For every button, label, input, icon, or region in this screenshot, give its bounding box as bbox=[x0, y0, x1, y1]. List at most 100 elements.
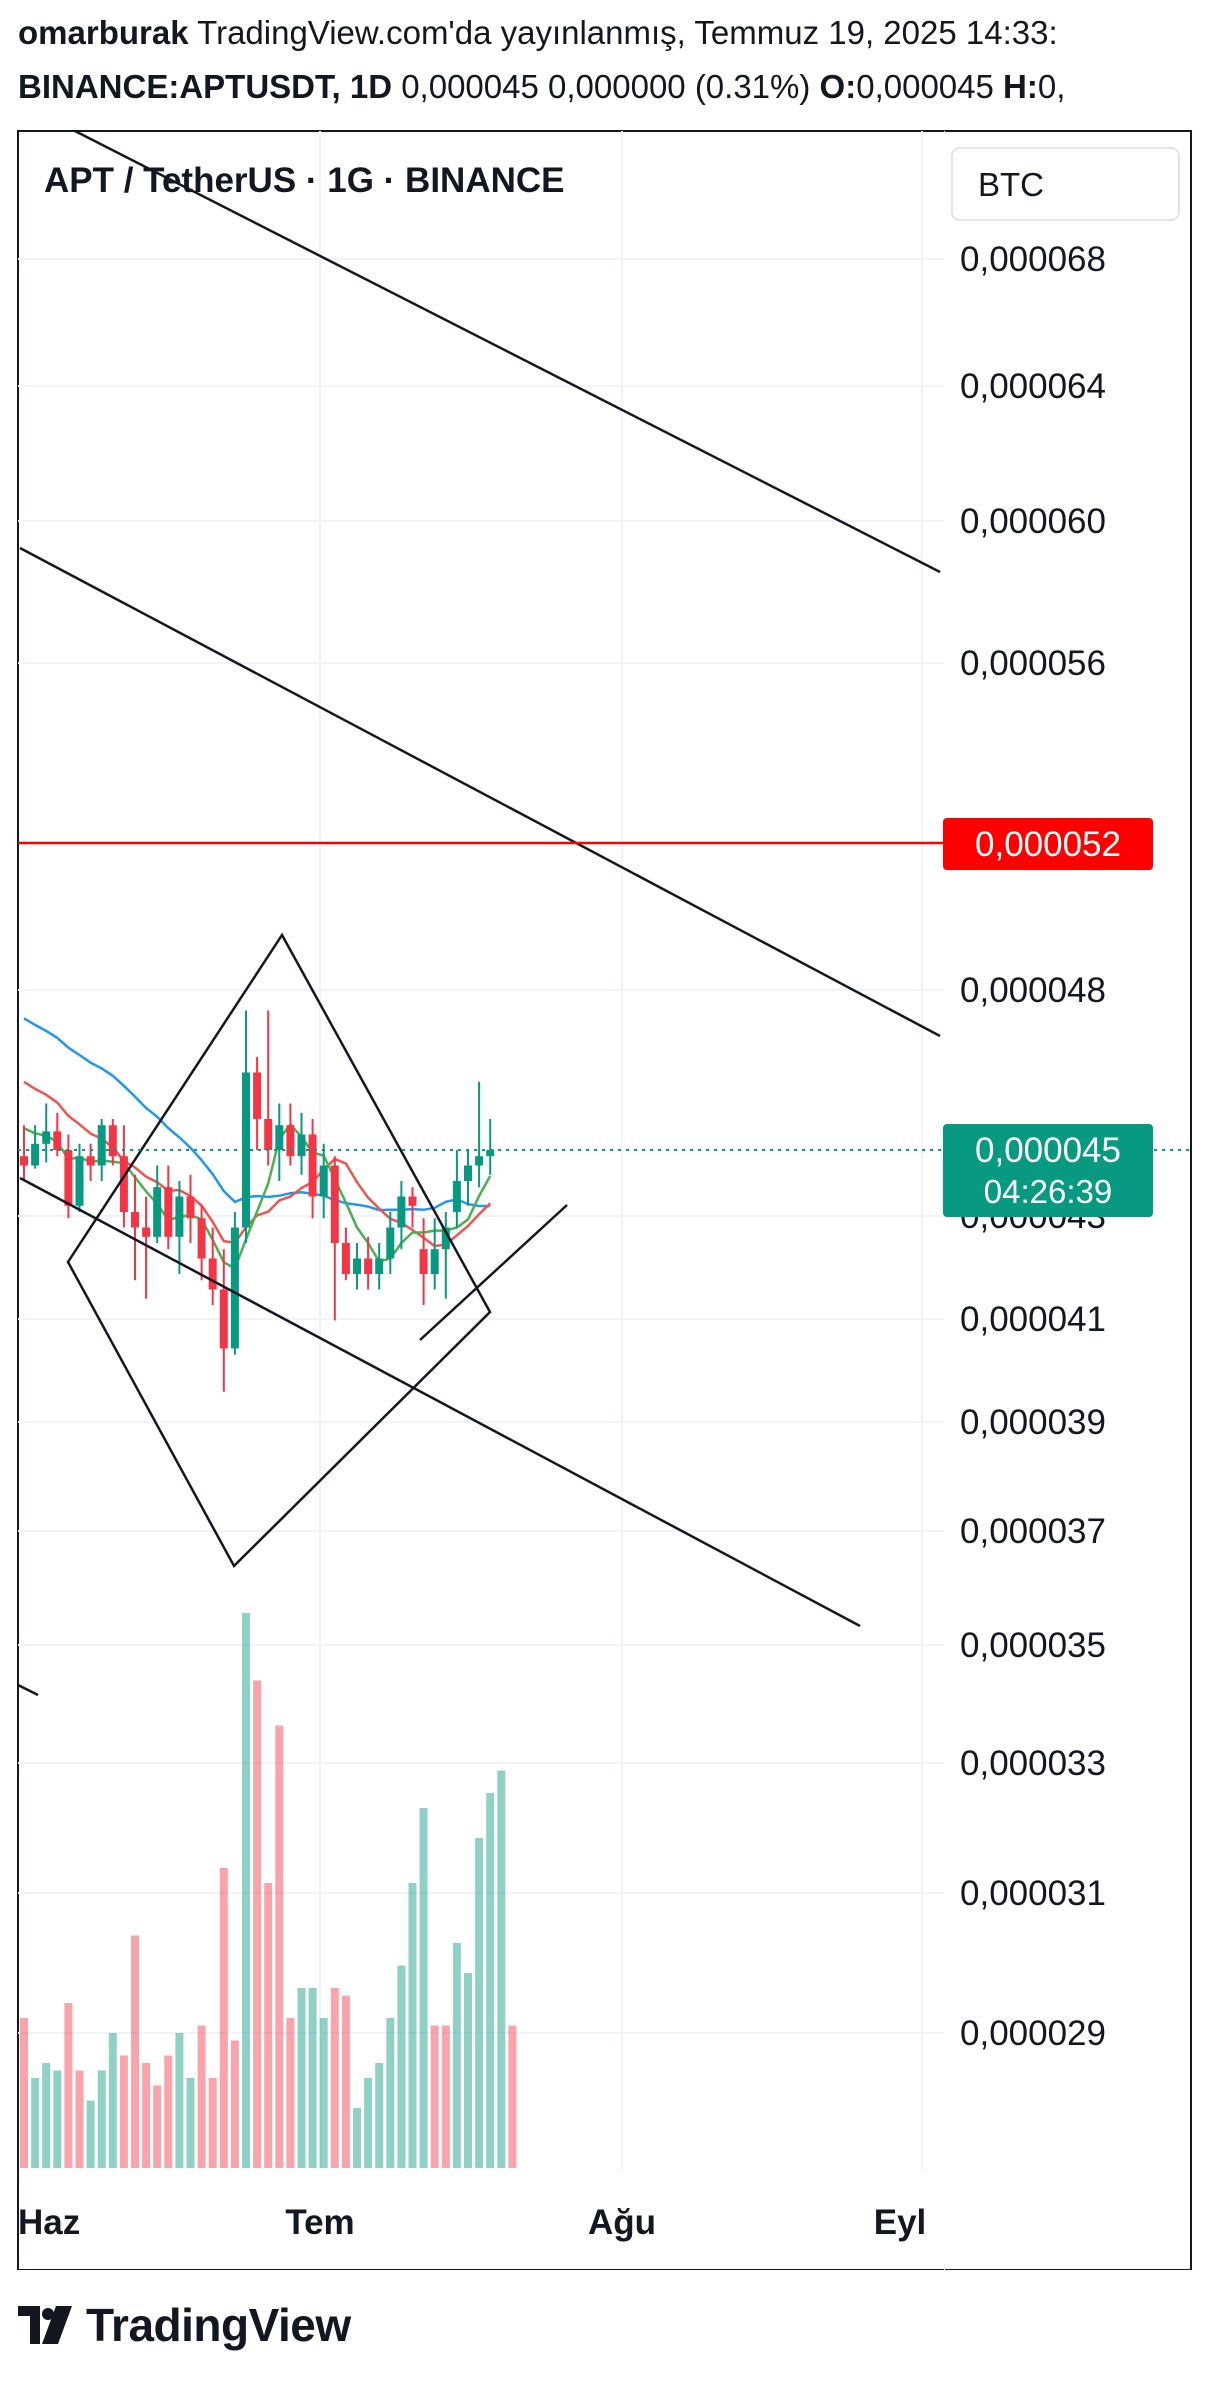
price-tick-label: 0,000039 bbox=[960, 1403, 1106, 1442]
candle bbox=[441, 1212, 450, 1299]
candle bbox=[108, 1119, 117, 1166]
volume-bar bbox=[119, 2055, 128, 2168]
middle-channel-line bbox=[19, 546, 941, 1038]
lower-channel-line bbox=[19, 1176, 861, 1628]
candle bbox=[341, 1227, 350, 1281]
volume-bar bbox=[452, 1943, 461, 2168]
symbol-header: BINANCE:APTUSDT, 1D 0,000045 0,000000 (0… bbox=[18, 68, 1065, 106]
candle-body bbox=[475, 1156, 484, 1166]
candle bbox=[386, 1212, 395, 1274]
candle bbox=[452, 1150, 461, 1228]
volume-bar bbox=[486, 1793, 495, 2168]
volume-bar bbox=[508, 2025, 517, 2168]
volume-bar bbox=[264, 1883, 273, 2168]
volume-bar bbox=[164, 2055, 173, 2168]
candle-body bbox=[408, 1196, 417, 1206]
volume-bar bbox=[297, 1988, 306, 2168]
candle bbox=[53, 1112, 62, 1157]
candle bbox=[197, 1205, 206, 1281]
volume-bar bbox=[441, 2025, 450, 2168]
candle-body bbox=[253, 1072, 262, 1119]
candle bbox=[486, 1119, 495, 1175]
currency-badge-label: BTC bbox=[978, 166, 1044, 203]
volume-bar bbox=[330, 1988, 339, 2168]
candle bbox=[319, 1143, 328, 1219]
time-tick-label: Tem bbox=[285, 2203, 354, 2242]
volume-bar bbox=[197, 2025, 206, 2168]
open-value: 0,000045 bbox=[856, 68, 994, 105]
price-tick-label: 0,000035 bbox=[960, 1626, 1106, 1665]
candle-body bbox=[75, 1156, 84, 1206]
current-price-label: 0,000045 04:26:39 bbox=[943, 1124, 1153, 1217]
candle bbox=[131, 1174, 139, 1281]
price-chart[interactable]: 0,000068 0,000064 0,000060 0,000056 0,000048… bbox=[0, 0, 1212, 2270]
candle-body bbox=[353, 1258, 361, 1274]
candle-body bbox=[275, 1125, 284, 1150]
volume-bar bbox=[175, 2033, 184, 2168]
price-tick-label: 0,000048 bbox=[960, 971, 1106, 1010]
candle bbox=[175, 1181, 184, 1274]
volume-bar bbox=[341, 1995, 350, 2168]
volume-bar bbox=[386, 2018, 395, 2168]
candle-body bbox=[486, 1150, 495, 1157]
author-name[interactable]: omarburak bbox=[18, 14, 189, 51]
volume-bar bbox=[375, 2063, 384, 2168]
drawings[interactable] bbox=[17, 129, 941, 1697]
volume-bar bbox=[286, 2018, 295, 2168]
candle bbox=[419, 1218, 428, 1305]
candle-body bbox=[230, 1227, 239, 1349]
publish-info: TradingView.com'da yayınlanmış, Temmuz 1… bbox=[197, 14, 1058, 51]
volume-bar bbox=[353, 2108, 361, 2168]
candle bbox=[297, 1112, 306, 1175]
tradingview-footer[interactable]: TradingView bbox=[18, 2298, 351, 2352]
candle bbox=[242, 1010, 250, 1243]
candle-body bbox=[186, 1196, 195, 1219]
candle bbox=[97, 1119, 106, 1181]
price-tick-label: 0,000033 bbox=[960, 1744, 1106, 1783]
candle-body bbox=[31, 1143, 40, 1166]
price-tick-label: 0,000060 bbox=[960, 502, 1106, 541]
volume-bar bbox=[131, 1935, 139, 2168]
volume-bar bbox=[20, 2018, 28, 2168]
candle-body bbox=[142, 1227, 151, 1237]
volume-bar bbox=[408, 1883, 417, 2168]
price-tick-label: 0,000056 bbox=[960, 644, 1106, 683]
candle-body bbox=[164, 1187, 173, 1237]
current-price-text: 0,000045 bbox=[975, 1131, 1121, 1170]
high-value: 0, bbox=[1037, 68, 1066, 105]
candle bbox=[31, 1125, 40, 1169]
candle bbox=[230, 1212, 239, 1355]
volume-bar bbox=[319, 2018, 328, 2168]
candle-body bbox=[119, 1156, 128, 1212]
currency-badge[interactable]: BTC bbox=[951, 147, 1180, 221]
candle-body bbox=[242, 1072, 250, 1228]
candle bbox=[353, 1243, 361, 1290]
resistance-price-text: 0,000052 bbox=[975, 825, 1121, 864]
symbol-name: BINANCE:APTUSDT, 1D bbox=[18, 68, 393, 105]
candle-body bbox=[64, 1150, 73, 1206]
candle bbox=[253, 1057, 262, 1150]
candle bbox=[397, 1181, 406, 1250]
volume-bar bbox=[497, 1770, 506, 2168]
lower-stub-line bbox=[17, 1683, 39, 1697]
volume-bar bbox=[253, 1680, 262, 2168]
volume-bar bbox=[64, 2003, 73, 2168]
candle bbox=[42, 1103, 51, 1163]
candle-body bbox=[441, 1227, 450, 1250]
volume-bar bbox=[31, 2078, 40, 2168]
candle bbox=[20, 1125, 28, 1181]
time-scale: Haz Tem Ağu Eyl bbox=[18, 2203, 926, 2242]
candle bbox=[475, 1081, 484, 1188]
candle-body bbox=[197, 1218, 206, 1259]
candle-body bbox=[297, 1134, 306, 1157]
candle-body bbox=[319, 1165, 328, 1197]
candle-body bbox=[464, 1165, 472, 1181]
candle bbox=[330, 1156, 339, 1321]
candle-body bbox=[42, 1131, 51, 1144]
candle bbox=[375, 1243, 384, 1290]
candle-body bbox=[153, 1187, 162, 1237]
candle-body bbox=[419, 1249, 428, 1274]
publish-header: omarburak TradingView.com'da yayınlanmış… bbox=[18, 14, 1058, 52]
candle-body bbox=[386, 1227, 395, 1259]
volume-bar bbox=[419, 1808, 428, 2168]
